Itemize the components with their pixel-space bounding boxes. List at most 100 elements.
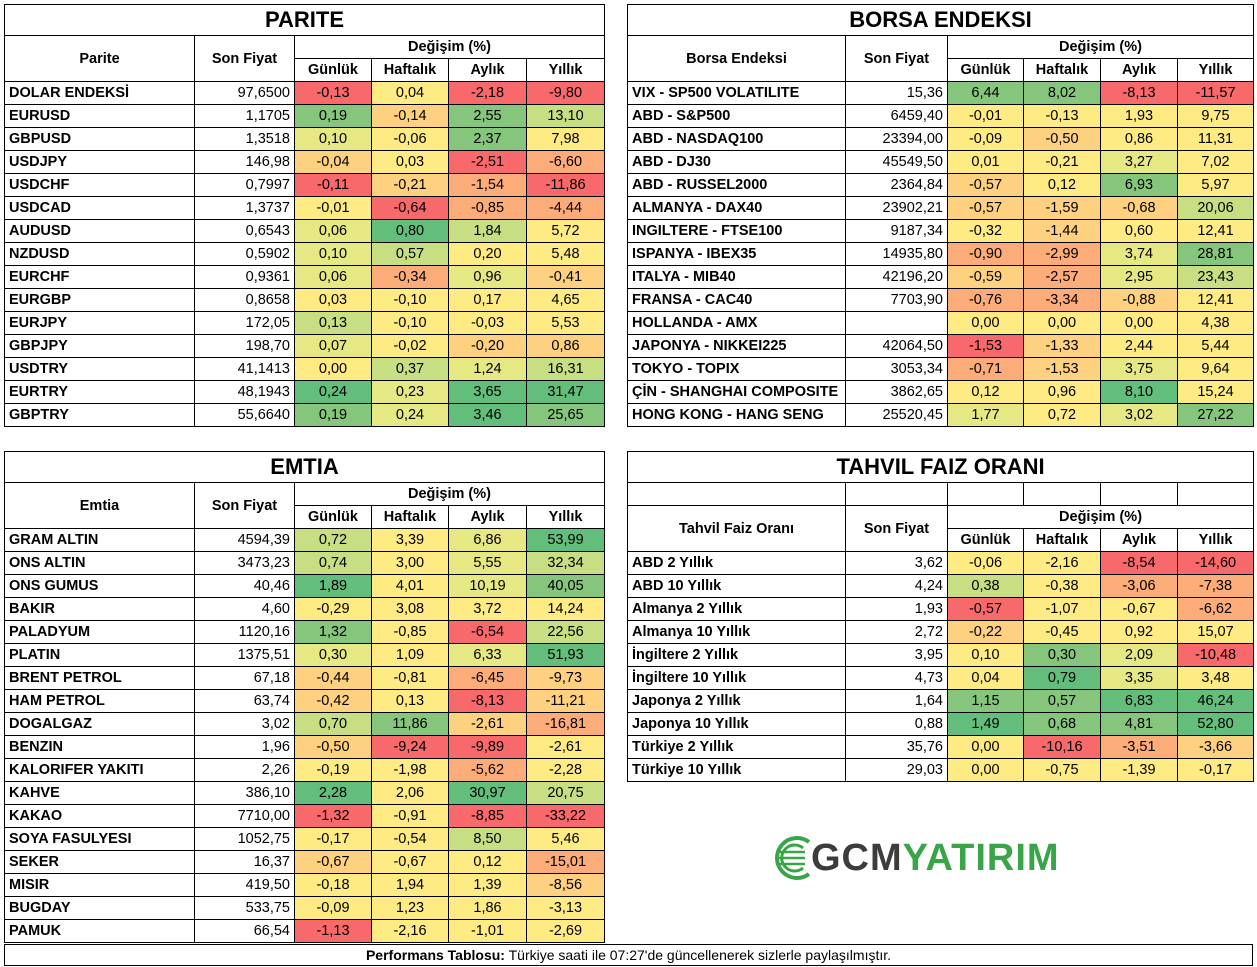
row-yearly: -2,28 [525, 758, 606, 782]
row-name: JAPONYA - NIKKEI225 [627, 334, 846, 358]
row-monthly: -1,01 [448, 919, 527, 943]
row-weekly: -1,59 [1023, 196, 1101, 220]
row-monthly: -2,18 [448, 81, 527, 105]
row-monthly: 4,81 [1100, 712, 1178, 736]
table-row: EURJPY 172,05 0,13 -0,10 -0,03 5,53 [4, 311, 606, 335]
row-price: 4594,39 [194, 528, 295, 552]
row-name: Japonya 10 Yıllık [627, 712, 846, 736]
row-weekly: 0,79 [1023, 666, 1101, 690]
row-monthly: 0,17 [448, 288, 527, 312]
row-daily: -0,09 [294, 896, 372, 920]
table-row: PALADYUM 1120,16 1,32 -0,85 -6,54 22,56 [4, 620, 606, 644]
row-name: GRAM ALTIN [4, 528, 195, 552]
row-daily: -0,19 [294, 758, 372, 782]
row-monthly: 0,12 [448, 850, 527, 874]
row-weekly: -0,67 [371, 850, 449, 874]
row-daily: -0,44 [294, 666, 372, 690]
row-weekly: 3,00 [371, 551, 449, 575]
table-row: ABD - NASDAQ100 23394,00 -0,09 -0,50 0,86 11,… [627, 127, 1255, 151]
row-name: KAHVE [4, 781, 195, 805]
row-name: ABD 2 Yıllık [627, 551, 846, 575]
table-row: Türkiye 2 Yıllık 35,76 0,00 -10,16 -3,51 -3,6… [627, 735, 1255, 759]
row-weekly: 0,13 [371, 689, 449, 713]
row-weekly: 0,72 [1023, 403, 1101, 427]
row-price: 1052,75 [194, 827, 295, 851]
row-monthly: -6,54 [448, 620, 527, 644]
row-yearly: 7,02 [1176, 150, 1255, 174]
row-daily: 0,00 [947, 758, 1024, 782]
table-row: FRANSA - CAC40 7703,90 -0,76 -3,34 -0,88 12,4… [627, 288, 1255, 312]
row-yearly: 46,24 [1176, 689, 1255, 713]
row-daily: 0,03 [294, 288, 372, 312]
row-yearly: 4,65 [525, 288, 606, 312]
row-monthly: 0,92 [1100, 620, 1178, 644]
row-monthly: 10,19 [448, 574, 527, 598]
row-daily: 0,00 [947, 311, 1024, 335]
row-weekly: -0,21 [371, 173, 449, 197]
row-name: DOLAR ENDEKSİ [4, 81, 195, 105]
row-weekly: -0,54 [371, 827, 449, 851]
table-row: PAMUK 66,54 -1,13 -2,16 -1,01 -2,69 [4, 919, 606, 943]
row-weekly: 0,23 [371, 380, 449, 404]
row-yearly: 20,75 [525, 781, 606, 805]
row-daily: 0,00 [947, 735, 1024, 759]
tahvil-title: TAHVIL FAIZ ORANI [626, 451, 1255, 483]
row-daily: -0,59 [947, 265, 1024, 289]
borsa-col-change: Değişim (%) [946, 35, 1255, 59]
row-price: 0,7997 [194, 173, 295, 197]
table-row: NZDUSD 0,5902 0,10 0,57 0,20 5,48 [4, 242, 606, 266]
row-daily: -0,22 [947, 620, 1024, 644]
row-monthly: -0,88 [1100, 288, 1178, 312]
tahvil-spacer-cell [627, 482, 846, 506]
row-yearly: 14,24 [525, 597, 606, 621]
row-daily: -0,57 [947, 196, 1024, 220]
row-price: 40,46 [194, 574, 295, 598]
row-weekly: -0,10 [371, 288, 449, 312]
table-row: JAPONYA - NIKKEI225 42064,50 -1,53 -1,33 2,4… [627, 334, 1255, 358]
row-price: 1,1705 [194, 104, 295, 128]
emtia-col-monthly: Aylık [448, 505, 527, 529]
row-daily: 1,15 [947, 689, 1024, 713]
table-row: Türkiye 10 Yıllık 29,03 0,00 -0,75 -1,39 -0,1… [627, 758, 1255, 782]
emtia-table: EMTIA Emtia Son Fiyat Değişim (%) Günlük… [3, 451, 606, 943]
row-monthly: -0,85 [448, 196, 527, 220]
row-monthly: 1,39 [448, 873, 527, 897]
row-name: FRANSA - CAC40 [627, 288, 846, 312]
tahvil-spacer-cell [1176, 482, 1255, 506]
table-row: SEKER 16,37 -0,67 -0,67 0,12 -15,01 [4, 850, 606, 874]
row-yearly: 5,44 [1176, 334, 1255, 358]
table-row: ÇİN - SHANGHAI COMPOSITE 3862,65 0,12 0,96 8… [627, 380, 1255, 404]
row-price: 533,75 [194, 896, 295, 920]
row-monthly: 1,86 [448, 896, 527, 920]
row-weekly: 0,68 [1023, 712, 1101, 736]
row-yearly: 27,22 [1176, 403, 1255, 427]
table-row: Japonya 2 Yıllık 1,64 1,15 0,57 6,83 46,24 [627, 689, 1255, 713]
row-name: ABD - RUSSEL2000 [627, 173, 846, 197]
borsa-col-price: Son Fiyat [845, 35, 948, 82]
row-monthly: -0,03 [448, 311, 527, 335]
emtia-col-yearly: Yıllık [525, 505, 606, 529]
row-daily: -0,11 [294, 173, 372, 197]
row-daily: -0,71 [947, 357, 1024, 381]
emtia-col-change: Değişim (%) [293, 482, 606, 506]
row-monthly: 0,00 [1100, 311, 1178, 335]
row-price: 0,88 [845, 712, 948, 736]
table-row: GRAM ALTIN 4594,39 0,72 3,39 6,86 53,99 [4, 528, 606, 552]
row-price: 172,05 [194, 311, 295, 335]
borsa-table: BORSA ENDEKSI Borsa Endeksi Son Fiyat De… [626, 4, 1255, 427]
table-row: GBPUSD 1,3518 0,10 -0,06 2,37 7,98 [4, 127, 606, 151]
row-price: 2,72 [845, 620, 948, 644]
row-name: ÇİN - SHANGHAI COMPOSITE [627, 380, 846, 404]
table-row: USDCHF 0,7997 -0,11 -0,21 -1,54 -11,86 [4, 173, 606, 197]
table-row: ITALYA - MIB40 42196,20 -0,59 -2,57 2,95 23,4… [627, 265, 1255, 289]
row-daily: 1,89 [294, 574, 372, 598]
row-monthly: 1,93 [1100, 104, 1178, 128]
row-weekly: -2,57 [1023, 265, 1101, 289]
row-price: 42064,50 [845, 334, 948, 358]
row-daily: -1,53 [947, 334, 1024, 358]
table-row: ABD - S&P500 6459,40 -0,01 -0,13 1,93 9,75 [627, 104, 1255, 128]
row-monthly: -3,06 [1100, 574, 1178, 598]
row-monthly: 6,83 [1100, 689, 1178, 713]
row-monthly: -0,67 [1100, 597, 1178, 621]
borsa-panel: BORSA ENDEKSI Borsa Endeksi Son Fiyat De… [626, 4, 1255, 427]
